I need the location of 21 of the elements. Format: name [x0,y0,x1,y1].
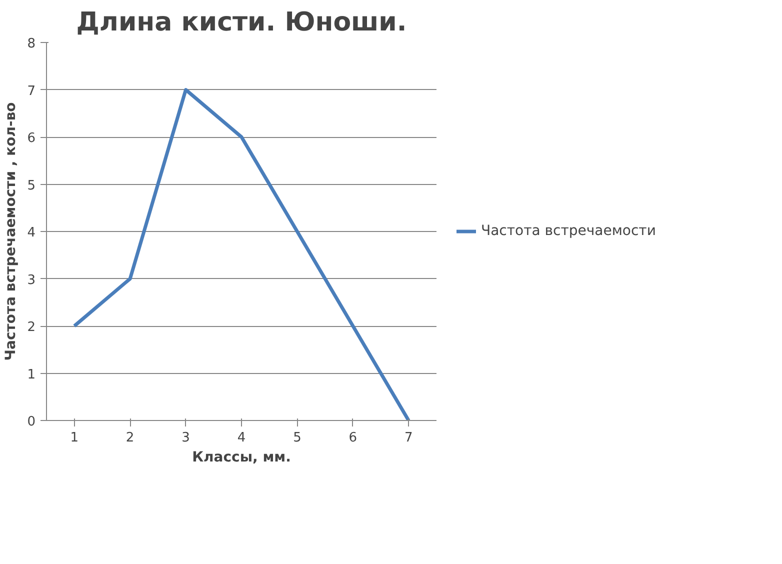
x-tick-label: 1 [70,430,79,446]
x-axis-title: Классы, мм. [192,450,291,466]
x-tick-label: 7 [404,430,413,446]
line-series [72,88,410,420]
chart-title: Длина кисти. Юноши. [76,8,407,38]
y-tick-label: 8 [27,36,36,52]
x-tick-label: 2 [126,430,134,446]
y-tick-label: 3 [27,272,36,288]
y-tick-label: 4 [27,226,36,240]
y-tick-label: 1 [27,367,36,382]
x-tick-label: 3 [182,430,190,446]
y-tick-label: 5 [27,178,36,194]
legend-label: Частота встречаемости [481,223,656,239]
y-tick-label: 0 [27,414,36,430]
x-tick-label: 4 [237,430,246,446]
y-axis-title: Частота встречаемости , кол-во [3,102,20,361]
x-tick-label: 5 [293,430,302,446]
y-tick-label: 2 [27,320,36,335]
y-tick-label: 7 [27,84,36,99]
y-tick-label: 6 [27,131,36,146]
x-tick-label: 6 [348,430,358,446]
